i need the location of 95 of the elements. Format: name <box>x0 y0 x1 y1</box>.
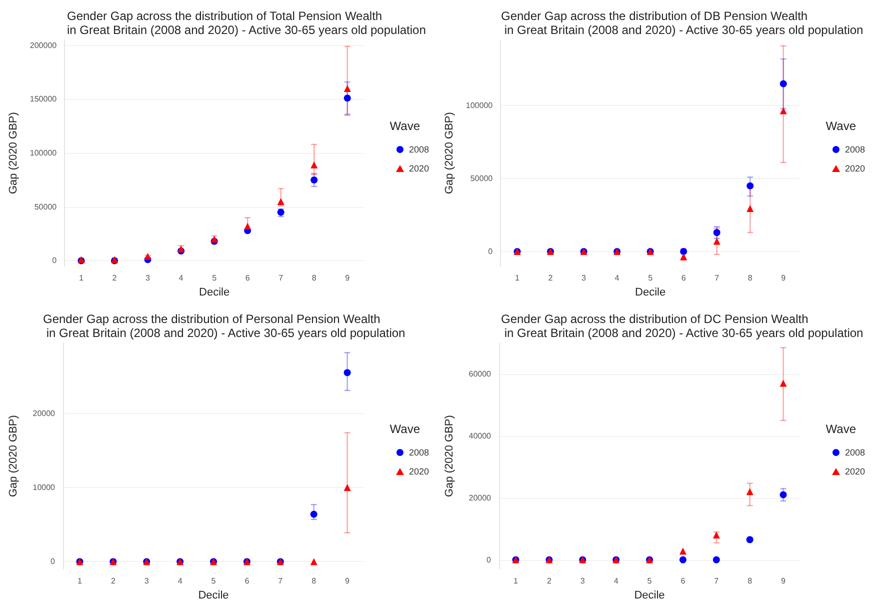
x-tick-label: 2 <box>112 274 118 283</box>
point <box>746 536 754 544</box>
x-tick-label: 3 <box>580 576 586 586</box>
x-tick-label: 8 <box>312 576 317 586</box>
y-tick-label: 150000 <box>30 94 58 104</box>
y-tick-label: 0 <box>486 555 492 564</box>
x-tick-label: 2 <box>548 274 554 283</box>
point <box>344 84 351 92</box>
x-axis-title: Decile <box>635 286 666 298</box>
legend-title: Wave <box>826 422 856 436</box>
x-tick-label: 6 <box>680 576 686 586</box>
x-tick-label: 3 <box>146 274 151 283</box>
x-tick-label: 5 <box>212 274 218 283</box>
x-tick-label: 8 <box>312 274 317 283</box>
point <box>344 94 351 102</box>
legend-label: 2008 <box>844 144 866 154</box>
legend-label: 2008 <box>844 448 866 458</box>
x-tick-label: 9 <box>781 576 786 586</box>
x-axis-title: Decile <box>199 286 230 298</box>
x-tick-label: 5 <box>647 576 652 586</box>
legend-label: 2020 <box>844 164 866 174</box>
point <box>310 176 318 184</box>
y-tick-label: 0 <box>50 557 56 566</box>
legend-label: 2008 <box>408 448 430 458</box>
point <box>679 556 686 564</box>
y-tick-label: 0 <box>52 256 58 266</box>
y-tick-label: 100000 <box>30 148 58 158</box>
x-tick-label: 7 <box>714 274 720 283</box>
x-tick-label: 4 <box>178 576 183 586</box>
x-tick-label: 8 <box>748 274 753 283</box>
x-tick-label: 7 <box>278 576 284 586</box>
x-tick-label: 1 <box>515 274 520 283</box>
y-tick-label: 50000 <box>34 202 58 212</box>
point <box>780 380 787 387</box>
y-tick-label: 50000 <box>470 174 494 184</box>
point <box>746 204 754 212</box>
x-tick-label: 5 <box>211 576 216 586</box>
point <box>310 510 318 518</box>
x-tick-label: 3 <box>582 274 587 283</box>
y-axis-title: Gap (2020 GBP) <box>8 112 20 194</box>
y-tick-label: 20000 <box>32 408 56 418</box>
chart-title: Gender Gap across the distribution of Total Pension Wealth in Great Britain (2008 and 2020) - Active 30-65 years old population <box>67 9 426 37</box>
legend-title: Wave <box>390 119 420 133</box>
x-tick-label: 6 <box>681 274 686 283</box>
x-tick-label: 4 <box>614 576 619 586</box>
x-tick-label: 1 <box>79 274 84 283</box>
x-tick-label: 5 <box>648 274 654 283</box>
x-tick-label: 2 <box>110 576 116 586</box>
point <box>780 80 787 88</box>
legend-title: Wave <box>390 422 420 436</box>
y-tick-label: 60000 <box>468 369 492 378</box>
y-tick-label: 20000 <box>468 493 492 502</box>
legend-label: 2020 <box>844 466 866 476</box>
point <box>244 222 252 230</box>
x-tick-label: 4 <box>614 274 620 283</box>
x-tick-label: 6 <box>245 274 250 283</box>
legend-label: 2020 <box>408 164 430 174</box>
point <box>310 161 318 168</box>
point <box>712 556 720 564</box>
x-tick-label: 6 <box>244 576 250 586</box>
x-tick-label: 2 <box>546 576 552 586</box>
x-axis-title: Decile <box>198 590 229 602</box>
y-axis-title: Gap (2020 GBP) <box>8 415 20 498</box>
point <box>746 488 754 496</box>
legend-label: 2008 <box>408 144 430 154</box>
point <box>144 252 152 260</box>
point <box>679 548 686 555</box>
y-axis-title: Gap (2020 GBP) <box>444 112 456 194</box>
x-tick-label: 1 <box>513 576 518 586</box>
x-tick-label: 4 <box>178 274 184 283</box>
x-tick-label: 8 <box>748 576 753 586</box>
x-tick-label: 7 <box>278 274 284 283</box>
point <box>310 558 318 566</box>
legend-label: 2020 <box>408 466 430 476</box>
y-tick-label: 40000 <box>468 431 492 440</box>
chart-title: Gender Gap across the distribution of DB Pension Wealth in Great Britain (2008 and 2020) - Active 30-65 years old population <box>501 9 864 37</box>
y-tick-label: 10000 <box>32 483 56 492</box>
point <box>780 491 787 498</box>
y-tick-label: 100000 <box>466 101 494 110</box>
x-tick-label: 9 <box>345 274 350 283</box>
point <box>344 369 351 376</box>
x-axis-title: Decile <box>634 590 665 602</box>
x-tick-label: 9 <box>345 576 350 586</box>
chart-title: Gender Gap across the distribution of DC Pension Wealth in Great Britain (2008 and 2020) - Active 30-65 years old population <box>501 312 864 340</box>
legend-title: Wave <box>826 119 856 133</box>
y-tick-label: 0 <box>488 247 494 256</box>
y-tick-label: 200000 <box>30 40 58 50</box>
point <box>712 532 720 539</box>
x-tick-label: 9 <box>781 274 786 283</box>
y-axis-title: Gap (2020 GBP) <box>444 415 456 498</box>
point <box>344 484 351 492</box>
x-tick-label: 3 <box>144 576 150 586</box>
x-tick-label: 1 <box>77 576 82 586</box>
x-tick-label: 7 <box>714 576 720 586</box>
chart-title: Gender Gap across the distribution of Personal Pension Wealth in Great Britain (2008 and 2020) - Active 30-65 years old population <box>43 312 406 340</box>
